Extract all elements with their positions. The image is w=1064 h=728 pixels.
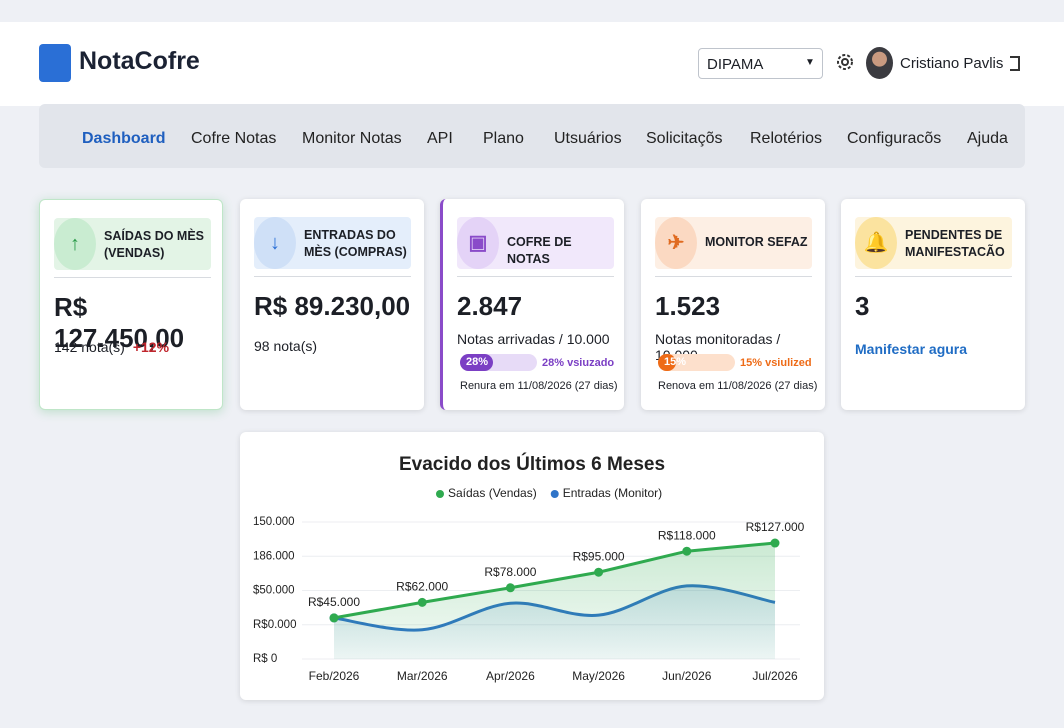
card-value: R$ 89.230,00 (254, 291, 411, 321)
nav-item[interactable]: API (427, 130, 453, 147)
data-label: R$62.000 (396, 580, 448, 594)
company-select[interactable]: DIPAMA (698, 48, 823, 79)
card-header: ✈ MONITOR SEFAZ (655, 217, 812, 269)
y-tick-label: $50.000 (253, 585, 295, 597)
card-detail-text: 98 nota(s) (254, 338, 318, 354)
card-header: ↓ ENTRADAS DO MÈS (COMPRAS) (254, 217, 411, 269)
card-header: 🔔 PENDENTES DE MANIFESTACÃO (855, 217, 1012, 269)
usage-text: 15% vsiulized (740, 357, 812, 369)
card-detail: 98 nota(s) (254, 338, 317, 354)
card-badge: +12% (132, 339, 170, 355)
card-icon: ↓ (254, 217, 296, 269)
x-tick-label: Feb/2026 (309, 669, 360, 683)
settings-icon[interactable] (835, 52, 855, 72)
y-tick-label: 150.000 (253, 516, 295, 528)
data-label: R$78.000 (484, 565, 536, 579)
point (417, 597, 427, 607)
point (770, 538, 780, 548)
card-icon: ↑ (54, 218, 96, 270)
chart-card: Evacido dos Últimos 6 Meses 150.000 186.0… (240, 432, 824, 700)
nav-item[interactable]: Plano (483, 130, 524, 147)
chart: Evacido dos Últimos 6 Meses 150.000 186.0… (253, 453, 805, 683)
card-detail-text: Notas arrivadas / 10.000 (457, 331, 610, 347)
card-detail: Notas arrivadas / 10.000 (457, 331, 610, 347)
card-detail: 142 nota(s) +12% (54, 339, 169, 355)
nav-item[interactable]: Relotérios (750, 130, 823, 147)
nav-item[interactable]: Configuracõs (847, 130, 942, 147)
card-value: 2.847 (457, 291, 523, 321)
card-rule (855, 276, 1012, 277)
logo[interactable] (39, 44, 71, 82)
data-label: R$95.000 (573, 549, 625, 563)
legend-label: Saídas (Vendas) (448, 486, 537, 500)
point (682, 546, 692, 556)
usage-text: 28% vsiuzado (542, 357, 615, 369)
nav-item[interactable]: Monitor Notas (302, 130, 402, 147)
x-tick-label: Mar/2026 (397, 669, 448, 683)
data-label: R$45.000 (308, 595, 360, 609)
y-tick-label: 186.000 (253, 550, 295, 562)
legend-marker (436, 490, 444, 498)
data-label: R$127.000 (746, 520, 805, 534)
caret: ▼ (805, 57, 815, 68)
card-value: R$ 127.450,00 (54, 292, 185, 353)
area (334, 543, 775, 659)
card-rule (254, 276, 411, 277)
renewal-text: Renura em 11/08/2026 (27 dias) (460, 380, 618, 392)
progress-bar: 28% (460, 354, 537, 371)
card-icon: ▣ (457, 217, 499, 269)
card-detail-text: 142 nota(s) (54, 339, 125, 355)
legend-label: Entradas (Monitor) (563, 486, 662, 500)
point (505, 583, 515, 593)
x-tick-label: Apr/2026 (486, 669, 535, 683)
card-title: PENDENTES DE MANIFESTACÃO (905, 228, 1005, 259)
x-tick-label: Jun/2026 (662, 669, 712, 683)
card-title: SAÍDAS DO MÈS (VENDAS) (104, 229, 205, 260)
point (594, 567, 604, 577)
avatar[interactable] (866, 47, 893, 79)
card: 🔔 PENDENTES DE MANIFESTACÃO 3 Manifestar ag… (841, 199, 1025, 410)
card-icon: ✈ (655, 217, 697, 269)
x-tick-label: Jul/2026 (752, 669, 798, 683)
card-header: ↑ SAÍDAS DO MÈS (VENDAS) (54, 218, 211, 270)
card: ↓ ENTRADAS DO MÈS (COMPRAS) R$ 89.230,00 98… (240, 199, 424, 410)
point (329, 613, 339, 623)
brand[interactable]: NotaCofre (79, 47, 200, 75)
chart-title: Evacido dos Últimos 6 Meses (399, 453, 665, 475)
y-tick-label: R$0.000 (253, 619, 296, 631)
renewal-text: Renova em 11/08/2026 (27 dias) (658, 380, 818, 392)
card-value: 1.523 (655, 291, 721, 321)
logout-icon[interactable] (1010, 56, 1020, 71)
nav-bar: Dashboard Cofre Notas Monitor Notas API Plan… (39, 104, 1025, 168)
user-name[interactable]: Cristiano Pavlis (900, 55, 1004, 72)
y-tick-label: R$ 0 (253, 653, 277, 665)
card-title: ENTRADAS DO MÈS (COMPRAS) (304, 228, 407, 259)
card: ↑ SAÍDAS DO MÈS (VENDAS) R$ 127.450,00 142 … (39, 199, 223, 410)
card-rule (655, 276, 812, 277)
legend-marker (550, 490, 559, 498)
card-rule (457, 276, 614, 277)
card-title: COFRE DE NOTAS (507, 235, 572, 266)
data-label: R$118.000 (658, 528, 716, 542)
x-tick-label: May/2026 (572, 669, 625, 683)
card-value: 3 (855, 291, 870, 321)
card-icon: 🔔 (855, 217, 897, 269)
progress-fill: 28% (460, 354, 494, 371)
card: ✈ MONITOR SEFAZ 1.523 Notas monitoradas / 1… (641, 199, 825, 410)
progress-fill: 15% (658, 354, 686, 371)
nav-item[interactable]: Dashboard (82, 130, 166, 147)
line (333, 541, 776, 620)
card: ▣ COFRE DE NOTAS 2.847 Notas arrivadas / 10… (440, 199, 624, 410)
progress-bar: 15% (658, 354, 735, 371)
card-title: MONITOR SEFAZ (705, 235, 808, 249)
nav-item[interactable]: Solicitaçõs (646, 130, 723, 147)
card-rule (54, 277, 211, 278)
nav-item[interactable]: Ajuda (967, 130, 1008, 147)
card-header: ▣ COFRE DE NOTAS (457, 217, 614, 269)
manifest-link[interactable]: Manifestar agura (855, 341, 968, 357)
nav-item[interactable]: Utsuários (554, 130, 622, 147)
nav-item[interactable]: Cofre Notas (191, 130, 277, 147)
